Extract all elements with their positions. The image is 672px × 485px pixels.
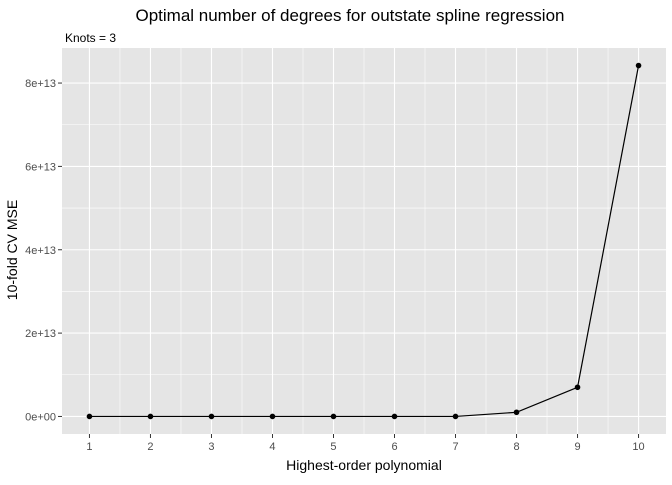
data-point	[452, 413, 459, 420]
grid-minor	[62, 48, 666, 434]
y-tick-label: 2e+13	[25, 328, 56, 340]
axis-layer: 1 2 3 4 5 6 7 8 9 10 0e+00 2e+13 4e+13 6e+13 8e+13	[25, 78, 645, 453]
x-tick-label: 9	[574, 441, 580, 453]
y-tick-label: 8e+13	[25, 78, 56, 90]
data-layer	[86, 62, 642, 420]
data-point	[635, 62, 642, 69]
y-tick-label: 0e+00	[25, 411, 56, 423]
data-point	[513, 409, 520, 416]
data-point	[391, 413, 398, 420]
x-tick-label: 4	[269, 441, 275, 453]
x-tick-label: 3	[208, 441, 214, 453]
x-tick-label: 2	[147, 441, 153, 453]
y-axis-title: 10-fold CV MSE	[4, 200, 20, 300]
x-tick-label: 7	[452, 441, 458, 453]
data-point	[574, 384, 581, 391]
data-point	[86, 413, 93, 420]
series-line	[89, 65, 640, 418]
x-axis-title: Highest-order polynomial	[286, 457, 442, 473]
x-tick-label: 10	[632, 441, 644, 453]
x-tick-label: 5	[330, 441, 336, 453]
y-tick-label: 4e+13	[25, 245, 56, 257]
chart-title: Optimal number of degrees for outstate s…	[135, 6, 564, 25]
data-point	[330, 413, 337, 420]
data-point	[269, 413, 276, 420]
x-tick-label: 1	[86, 441, 92, 453]
x-tick-label: 6	[391, 441, 397, 453]
data-point	[208, 413, 215, 420]
data-point	[147, 413, 154, 420]
y-tick-label: 6e+13	[25, 161, 56, 173]
chart-subtitle: Knots = 3	[65, 31, 116, 45]
x-tick-label: 8	[513, 441, 519, 453]
